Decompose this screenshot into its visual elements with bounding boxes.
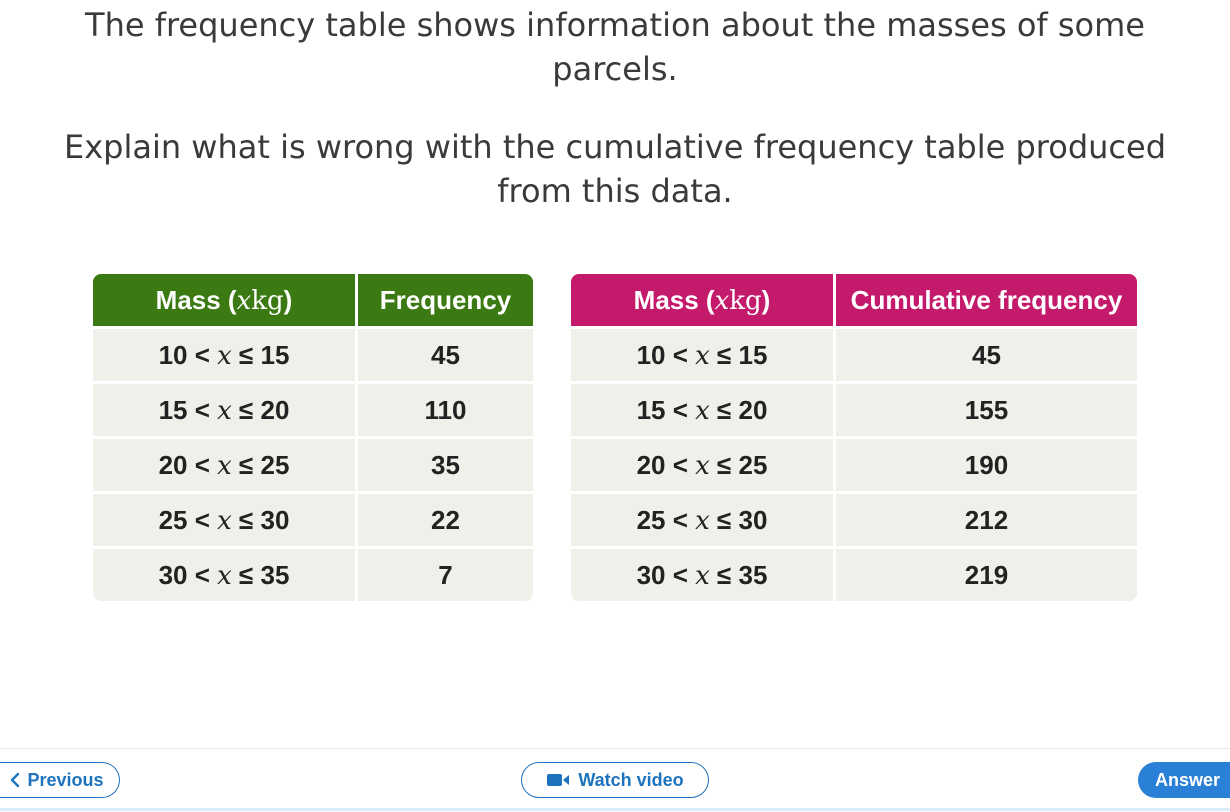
value-cell: 45	[355, 326, 533, 381]
value-cell: 190	[833, 436, 1137, 491]
table-row: 20 < x ≤ 25 190	[571, 436, 1137, 491]
value-cell: 45	[833, 326, 1137, 381]
table-row: 30 < x ≤ 35 219	[571, 546, 1137, 601]
previous-label: Previous	[27, 769, 104, 790]
mass-interval-cell: 20 < x ≤ 25	[93, 436, 355, 491]
watch-video-button[interactable]: Watch video	[521, 762, 709, 798]
frequency-table-header: Mass (xkg) Frequency	[93, 274, 533, 326]
value-cell: 7	[355, 546, 533, 601]
value-cell: 110	[355, 381, 533, 436]
value-cell: 35	[355, 436, 533, 491]
mass-interval-cell: 15 < x ≤ 20	[93, 381, 355, 436]
frequency-header: Frequency	[355, 274, 533, 326]
watch-video-label: Watch video	[578, 769, 684, 790]
footer-divider	[0, 808, 1230, 811]
cumulative-frequency-table: Mass (xkg) Cumulative frequency 10 < x ≤…	[571, 274, 1137, 601]
answer-button[interactable]: Answer	[1138, 762, 1230, 798]
chevron-left-icon	[9, 772, 21, 788]
previous-button[interactable]: Previous	[0, 762, 120, 798]
table-row: 25 < x ≤ 30 22	[93, 491, 533, 546]
mass-header: Mass (xkg)	[571, 274, 833, 326]
table-row: 10 < x ≤ 15 45	[571, 326, 1137, 381]
table-row: 30 < x ≤ 35 7	[93, 546, 533, 601]
footer-bar	[0, 748, 1230, 812]
cumulative-frequency-header: Cumulative frequency	[833, 274, 1137, 326]
mass-interval-cell: 15 < x ≤ 20	[571, 381, 833, 436]
mass-interval-cell: 30 < x ≤ 35	[571, 546, 833, 601]
value-cell: 155	[833, 381, 1137, 436]
question-line-1: The frequency table shows information ab…	[85, 6, 1145, 88]
mass-interval-cell: 10 < x ≤ 15	[93, 326, 355, 381]
video-camera-icon	[546, 773, 572, 787]
mass-interval-cell: 25 < x ≤ 30	[93, 491, 355, 546]
mass-interval-cell: 25 < x ≤ 30	[571, 491, 833, 546]
value-cell: 22	[355, 491, 533, 546]
value-cell: 219	[833, 546, 1137, 601]
table-row: 10 < x ≤ 15 45	[93, 326, 533, 381]
question-line-2: Explain what is wrong with the cumulativ…	[63, 128, 1167, 210]
mass-interval-cell: 30 < x ≤ 35	[93, 546, 355, 601]
mass-header: Mass (xkg)	[93, 274, 355, 326]
answer-label: Answer	[1155, 769, 1221, 790]
mass-interval-cell: 10 < x ≤ 15	[571, 326, 833, 381]
frequency-table: Mass (xkg) Frequency 10 < x ≤ 15 45 15 < x…	[93, 274, 533, 601]
table-row: 20 < x ≤ 25 35	[93, 436, 533, 491]
table-row: 15 < x ≤ 20 110	[93, 381, 533, 436]
table-row: 25 < x ≤ 30 212	[571, 491, 1137, 546]
mass-interval-cell: 20 < x ≤ 25	[571, 436, 833, 491]
value-cell: 212	[833, 491, 1137, 546]
table-row: 15 < x ≤ 20 155	[571, 381, 1137, 436]
cumulative-table-header: Mass (xkg) Cumulative frequency	[571, 274, 1137, 326]
